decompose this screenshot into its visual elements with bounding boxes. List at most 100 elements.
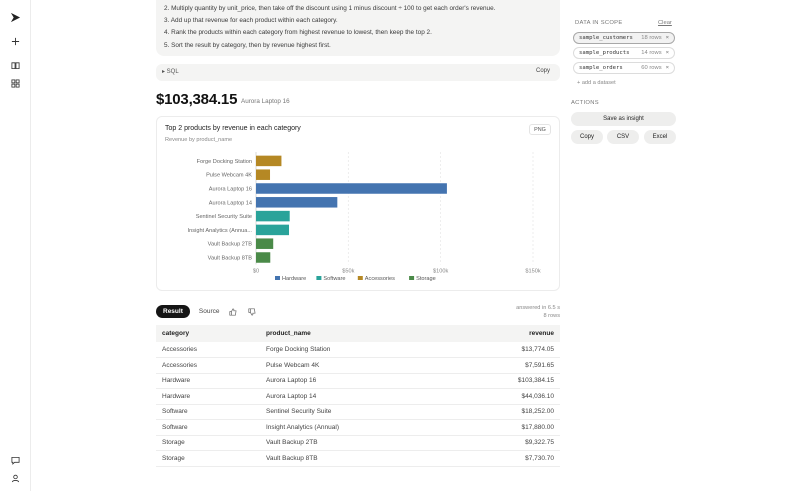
category-cell: Hardware [156, 373, 260, 389]
legend-label: Accessories [365, 276, 395, 282]
plan-step: 5. Sort the result by category, then by … [164, 41, 331, 49]
add-dataset-link[interactable]: + add a dataset [577, 80, 616, 86]
chart-title: Top 2 products by revenue in each catego… [165, 125, 301, 132]
y-tick-label: Aurora Laptop 16 [209, 187, 252, 193]
legend-swatch [316, 276, 322, 280]
category-cell: Software [156, 404, 260, 420]
remove-dataset-icon[interactable]: × [665, 35, 669, 41]
revenue-cell: $9,322.75 [446, 435, 560, 451]
answer-meta: answered in 6.5 s 8 rows [516, 304, 560, 320]
revenue-cell: $7,591.65 [446, 357, 560, 374]
product-name-cell: Vault Backup 8TB [260, 450, 447, 467]
table-row: Hardware Aurora Laptop 14 $44,036.10 [156, 388, 560, 405]
chart-subtitle: Revenue by product_name [165, 137, 233, 143]
headline-value: $103,384.15 [156, 91, 238, 108]
category-cell: Accessories [156, 357, 260, 374]
plus-icon[interactable] [8, 34, 23, 49]
tab-source[interactable]: Source [198, 308, 220, 315]
dataset-rows: 60 rows [641, 65, 662, 71]
category-cell: Storage [156, 450, 260, 467]
product-name-cell: Aurora Laptop 16 [260, 373, 447, 389]
bar [256, 197, 338, 208]
y-tick-label: Sentinel Security Suite [196, 214, 252, 220]
headline-caption: Aurora Laptop 16 [241, 98, 290, 105]
copy-sql-button[interactable]: Copy [535, 68, 550, 74]
dataset-chip[interactable]: sample_orders 60 rows × [573, 62, 675, 74]
category-cell: Accessories [156, 342, 260, 358]
dataset-chip[interactable]: sample_products 14 rows × [573, 47, 675, 59]
sql-disclosure[interactable]: ▸ SQL Copy [156, 64, 560, 81]
revenue-cell: $18,252.00 [446, 404, 560, 420]
result-tabs: Result Source [156, 305, 257, 318]
table-header-row: category product_name revenue [156, 325, 560, 342]
data-in-scope-heading: DATA IN SCOPE [575, 20, 623, 26]
bar [256, 252, 271, 263]
category-cell: Software [156, 419, 260, 436]
table-row: Storage Vault Backup 8TB $7,730.70 [156, 450, 560, 467]
save-insight-button[interactable]: Save as insight [571, 112, 676, 126]
bar [256, 210, 290, 222]
y-tick-label: Pulse Webcam 4K [206, 173, 252, 179]
y-tick-label: Aurora Laptop 14 [209, 200, 252, 206]
category-cell: Hardware [156, 388, 260, 405]
export-png-button[interactable]: PNG [529, 124, 551, 135]
chat-icon[interactable] [8, 453, 23, 468]
result-table: category product_name revenue Accessorie… [156, 325, 560, 467]
book-icon[interactable] [8, 58, 23, 73]
user-icon[interactable] [8, 471, 23, 486]
plan-step: 4. Rank the products within each categor… [164, 29, 432, 37]
answer-time: answered in 6.5 s [516, 305, 560, 311]
clear-scope-link[interactable]: Clear [658, 20, 672, 26]
y-tick-label: Insight Analytics (Annua... [188, 228, 253, 234]
y-tick-label: Vault Backup 2TB [208, 242, 253, 248]
revenue-cell: $103,384.15 [446, 373, 560, 389]
product-name-cell: Aurora Laptop 14 [260, 388, 447, 405]
thumbs-down-icon[interactable] [247, 307, 257, 317]
legend-swatch [409, 276, 415, 280]
bar-chart: $0 $50k $100k $150k Forge Docking Station Pul… [188, 152, 541, 282]
chart-card: Top 2 products by revenue in each catego… [156, 116, 560, 291]
bar [256, 238, 274, 249]
grid-icon[interactable] [8, 76, 23, 91]
tab-result[interactable]: Result [156, 305, 190, 318]
column-header[interactable]: category [162, 330, 190, 337]
remove-dataset-icon[interactable]: × [665, 65, 669, 71]
sql-toggle-label[interactable]: ▸ SQL [162, 69, 179, 75]
legend-swatch [275, 276, 280, 280]
column-header[interactable]: product_name [266, 330, 311, 337]
table-row: Accessories Pulse Webcam 4K $7,591.65 [156, 357, 560, 374]
csv-button[interactable]: CSV [607, 130, 639, 144]
remove-dataset-icon[interactable]: × [665, 50, 669, 56]
dataset-rows: 18 rows [641, 35, 662, 41]
dataset-rows: 14 rows [641, 50, 662, 56]
x-tick-label: $100k [433, 268, 448, 274]
y-tick-label: Vault Backup 8TB [208, 256, 253, 262]
plan-steps-card: 2. Multiply quantity by unit_price, then… [156, 0, 560, 56]
dataset-chip[interactable]: sample_customers 18 rows × [573, 32, 675, 44]
table-row: Software Insight Analytics (Annual) $17,88… [156, 419, 560, 436]
revenue-cell: $13,774.05 [446, 342, 560, 358]
table-row: Accessories Forge Docking Station $13,774.… [156, 342, 560, 358]
dataset-name: sample_orders [579, 65, 623, 71]
logo-icon[interactable] [8, 10, 23, 25]
bar [256, 169, 271, 180]
plan-step: 3. Add up that revenue for each product … [164, 17, 338, 25]
product-name-cell: Insight Analytics (Annual) [260, 419, 447, 436]
table-row: Hardware Aurora Laptop 16 $103,384.15 [156, 373, 560, 389]
y-tick-label: Forge Docking Station [197, 159, 252, 165]
column-header[interactable]: revenue [529, 330, 554, 337]
product-name-cell: Forge Docking Station [260, 342, 447, 358]
legend-label: Hardware [282, 276, 306, 282]
excel-button[interactable]: Excel [644, 130, 676, 144]
table-row: Software Sentinel Security Suite $18,252.0… [156, 404, 560, 420]
copy-button[interactable]: Copy [571, 130, 603, 144]
x-tick-label: $150k [525, 268, 540, 274]
legend-label: Software [323, 276, 345, 282]
legend-swatch [357, 276, 363, 280]
left-rail [0, 0, 31, 491]
plan-step: 2. Multiply quantity by unit_price, then… [164, 5, 496, 12]
revenue-cell: $44,036.10 [446, 388, 560, 405]
table-row: Storage Vault Backup 2TB $9,322.75 [156, 435, 560, 451]
revenue-cell: $17,880.00 [446, 419, 560, 436]
thumbs-up-icon[interactable] [228, 307, 238, 317]
